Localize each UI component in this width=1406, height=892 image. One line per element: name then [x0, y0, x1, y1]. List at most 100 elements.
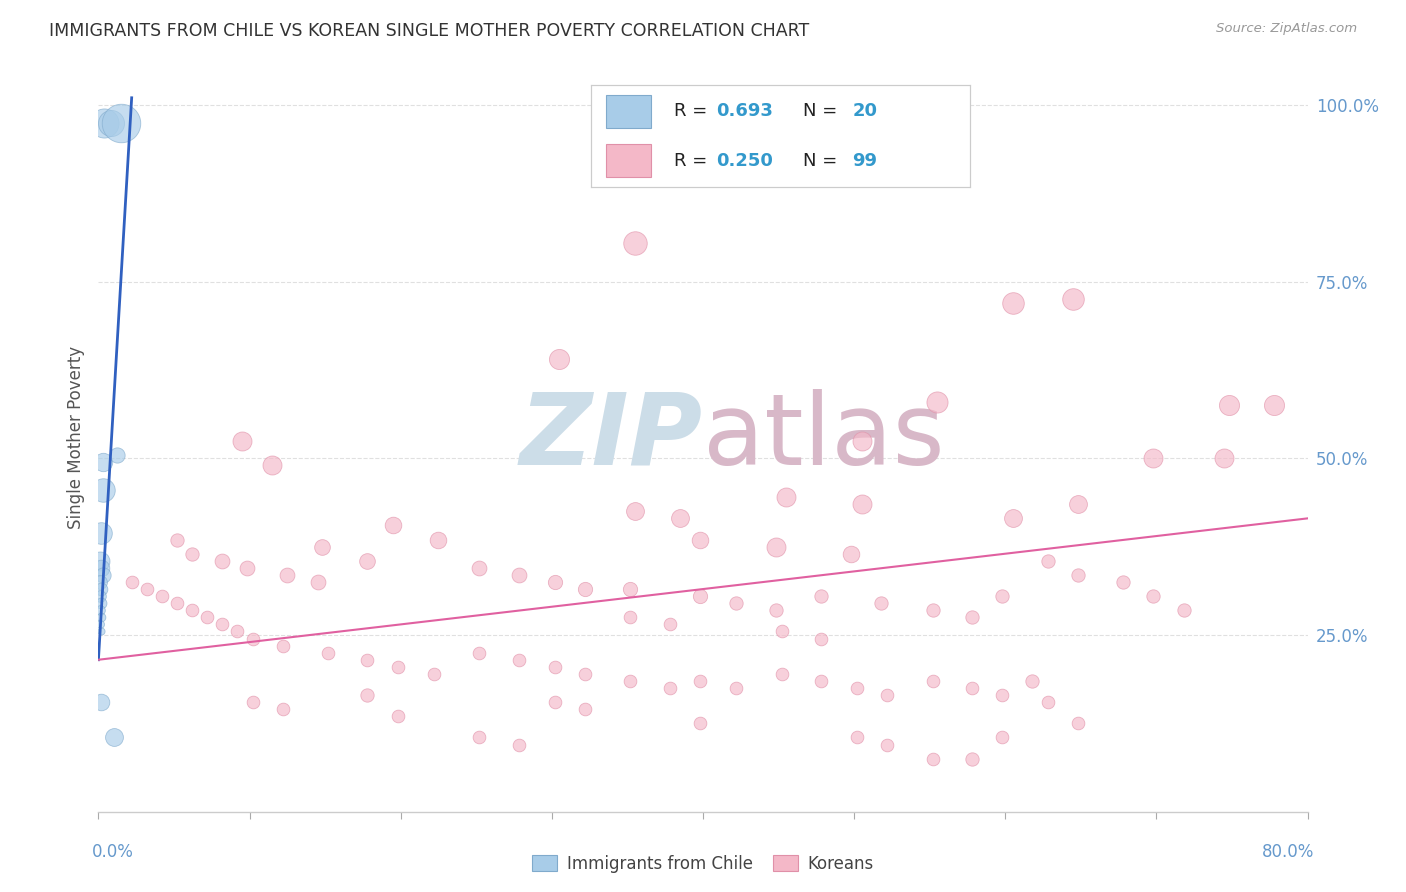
Point	[689, 589, 711, 603]
Point	[166, 596, 188, 610]
Point	[91, 483, 114, 497]
Point	[508, 653, 530, 667]
Point	[770, 666, 793, 681]
Point	[1001, 295, 1024, 310]
Point	[544, 660, 567, 674]
Point	[89, 554, 111, 568]
Point	[271, 639, 294, 653]
Text: 20: 20	[852, 103, 877, 120]
Point	[689, 533, 711, 547]
Point	[181, 603, 204, 617]
Text: Source: ZipAtlas.com: Source: ZipAtlas.com	[1216, 22, 1357, 36]
Point	[991, 589, 1014, 603]
Point	[658, 681, 681, 695]
Point	[91, 455, 114, 469]
Point	[544, 695, 567, 709]
Point	[235, 561, 257, 575]
Point	[1112, 574, 1135, 589]
Point	[619, 673, 641, 688]
Point	[90, 561, 112, 575]
Point	[876, 688, 898, 702]
Point	[725, 681, 748, 695]
Point	[960, 752, 983, 766]
Point	[921, 752, 943, 766]
Point	[1173, 603, 1195, 617]
Point	[90, 525, 112, 540]
Text: R =: R =	[673, 103, 713, 120]
Text: 80.0%: 80.0%	[1263, 843, 1315, 861]
Point	[658, 617, 681, 632]
Point	[166, 533, 188, 547]
Point	[91, 568, 114, 582]
Point	[89, 603, 111, 617]
Point	[770, 624, 793, 639]
Point	[1213, 451, 1236, 466]
Point	[508, 568, 530, 582]
Text: R =: R =	[673, 152, 713, 169]
Point	[839, 547, 862, 561]
Text: 0.0%: 0.0%	[91, 843, 134, 861]
Point	[468, 646, 491, 660]
Point	[851, 434, 873, 448]
Point	[810, 589, 832, 603]
Text: 0.693: 0.693	[716, 103, 773, 120]
Point	[1263, 398, 1285, 412]
Point	[262, 458, 284, 473]
Text: 99: 99	[852, 152, 877, 169]
Point	[870, 596, 893, 610]
Text: atlas: atlas	[703, 389, 945, 485]
Point	[105, 448, 128, 462]
Point	[316, 646, 339, 660]
Text: 0.250: 0.250	[716, 152, 773, 169]
Text: N =: N =	[803, 152, 844, 169]
Point	[356, 653, 378, 667]
Point	[574, 666, 596, 681]
Point	[195, 610, 218, 624]
Point	[110, 115, 132, 129]
Point	[90, 610, 112, 624]
Point	[311, 540, 333, 554]
Point	[242, 632, 264, 646]
Point	[1067, 497, 1090, 511]
Point	[775, 490, 797, 504]
Point	[90, 582, 112, 596]
Point	[231, 434, 253, 448]
Point	[851, 497, 873, 511]
Point	[242, 695, 264, 709]
Legend: Immigrants from Chile, Koreans: Immigrants from Chile, Koreans	[526, 848, 880, 880]
Point	[93, 115, 115, 129]
Text: ZIP: ZIP	[520, 389, 703, 485]
Point	[121, 574, 143, 589]
Point	[427, 533, 450, 547]
Point	[356, 688, 378, 702]
Point	[991, 731, 1014, 745]
Point	[960, 681, 983, 695]
Point	[846, 731, 869, 745]
Point	[669, 511, 692, 525]
Point	[921, 673, 943, 688]
Point	[103, 731, 125, 745]
Point	[876, 738, 898, 752]
Point	[89, 574, 111, 589]
Point	[226, 624, 249, 639]
Point	[89, 617, 111, 632]
Point	[387, 709, 409, 723]
Point	[90, 624, 112, 639]
Point	[1021, 673, 1043, 688]
FancyBboxPatch shape	[606, 145, 651, 177]
Point	[689, 716, 711, 731]
Point	[1142, 589, 1164, 603]
Point	[574, 582, 596, 596]
FancyBboxPatch shape	[606, 95, 651, 128]
Point	[689, 673, 711, 688]
Point	[1036, 554, 1059, 568]
Point	[810, 673, 832, 688]
Point	[1218, 398, 1240, 412]
Point	[619, 610, 641, 624]
Text: IMMIGRANTS FROM CHILE VS KOREAN SINGLE MOTHER POVERTY CORRELATION CHART: IMMIGRANTS FROM CHILE VS KOREAN SINGLE M…	[49, 22, 810, 40]
Y-axis label: Single Mother Poverty: Single Mother Poverty	[66, 345, 84, 529]
Text: N =: N =	[803, 103, 844, 120]
Point	[927, 394, 949, 409]
Point	[423, 666, 446, 681]
Point	[1067, 716, 1090, 731]
